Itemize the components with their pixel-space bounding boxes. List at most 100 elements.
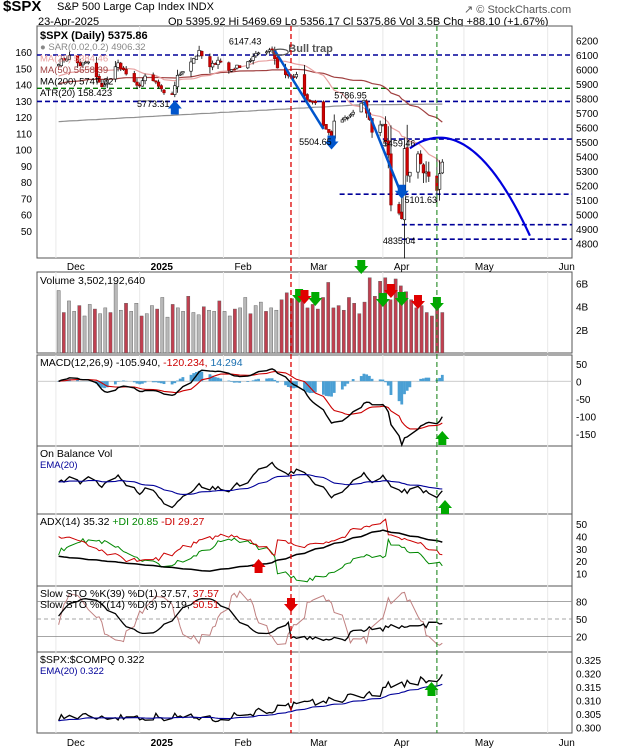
- credit-text: © StockCharts.com: [476, 4, 572, 16]
- macd-histogram-bar: [76, 380, 79, 382]
- stoch-y-tick: 50: [576, 615, 588, 626]
- macd-histogram-bar: [251, 380, 255, 382]
- volume-y-tick: 6B: [576, 280, 589, 291]
- candle-body: [235, 64, 239, 69]
- candle-body: [65, 58, 69, 62]
- macd-histogram-bar: [178, 378, 182, 382]
- volume-signal-arrow: [308, 292, 323, 306]
- chart-ohlc: Op 5395.92 Hi 5469.69 Lo 5356.17 Cl 5375…: [168, 16, 549, 28]
- candle-body: [251, 56, 255, 61]
- candle-body: [75, 55, 80, 64]
- volume-bar: [56, 290, 61, 354]
- left-y-tick: 140: [15, 81, 32, 92]
- volume-bar: [103, 307, 108, 354]
- volume-bar: [373, 296, 377, 354]
- macd-title-hist: 14.294: [208, 357, 243, 369]
- relative-title: $SPX:$COMPQ 0.322: [40, 654, 145, 666]
- adx-title-minus_di: -DI 29.27: [158, 516, 204, 528]
- candle-body: [327, 129, 331, 133]
- macd-histogram-bar: [389, 381, 393, 395]
- x-tick-label-top: Mar: [310, 262, 328, 273]
- volume-bar: [295, 294, 299, 354]
- volume-signal-arrow: [375, 293, 390, 307]
- volume-bar: [217, 300, 222, 354]
- volume-bar: [129, 311, 134, 354]
- volume-bar: [155, 308, 159, 354]
- candle-body: [194, 55, 199, 60]
- stockcharts-credit[interactable]: ↗ © StockCharts.com: [464, 3, 571, 16]
- macd-histogram-bar: [270, 378, 274, 382]
- candle-body: [405, 147, 409, 176]
- volume-bar: [212, 311, 216, 354]
- volume-bar: [326, 282, 331, 354]
- x-tick-label-top: Jun: [559, 262, 575, 273]
- volume-bar: [124, 303, 128, 354]
- candle-body: [248, 60, 253, 62]
- volume-bar: [321, 297, 325, 354]
- obv-ema-line: [58, 474, 443, 495]
- volume-bar: [316, 308, 320, 354]
- candle-body: [143, 75, 147, 82]
- left-y-tick: 110: [16, 129, 32, 140]
- volume-bar: [144, 313, 149, 354]
- candle-body: [402, 148, 407, 221]
- candle-body: [208, 56, 212, 68]
- x-tick-label-bottom: Dec: [67, 738, 85, 749]
- volume-signal-arrow: [383, 284, 398, 298]
- candle-body: [219, 60, 223, 63]
- price-y-tick: 5300: [576, 167, 599, 178]
- volume-bar: [347, 297, 351, 354]
- stoch-slow-line: [58, 598, 443, 642]
- macd-histogram-bar: [303, 381, 306, 391]
- volume-bar: [207, 309, 211, 354]
- volume-bar: [310, 304, 315, 354]
- macd-histogram-bar: [151, 381, 155, 383]
- macd-title-signal: -120.234,: [160, 357, 207, 369]
- candle-body: [232, 68, 236, 71]
- macd-histogram-bar: [200, 371, 204, 382]
- candle-body: [383, 123, 388, 143]
- volume-bar: [243, 297, 248, 354]
- chart-instrument-name: S&P 500 Large Cap Index INDX: [57, 1, 214, 13]
- volume-title: Volume 3,502,192,640: [40, 275, 145, 287]
- volume-bar: [113, 283, 118, 354]
- obv-line: [58, 461, 443, 509]
- volume-bar: [77, 305, 82, 354]
- relative-buy-arrow: [424, 682, 439, 696]
- sma50-line: [58, 68, 443, 123]
- macd-histogram-bar: [322, 381, 325, 395]
- volume-bar: [170, 304, 175, 354]
- price-annotation: 5504.65: [299, 137, 332, 147]
- macd-histogram-bar: [305, 381, 309, 393]
- candle-body: [154, 80, 158, 83]
- relative-y-tick: 0.320: [576, 670, 601, 681]
- candle-body: [159, 85, 163, 90]
- relative-y-tick: 0.300: [576, 724, 601, 735]
- macd-histogram-bar: [97, 381, 101, 386]
- volume-bar: [82, 315, 87, 354]
- candle-body: [400, 211, 404, 219]
- macd-histogram-bar: [181, 377, 185, 382]
- candle-body: [381, 123, 385, 126]
- volume-bar: [393, 278, 398, 354]
- macd-histogram-bar: [254, 379, 258, 382]
- obv-legend: EMA(20): [40, 460, 77, 471]
- volume-signal-arrow: [297, 290, 312, 304]
- price-title: $SPX (Daily) 5375.86: [40, 30, 148, 42]
- candle-body: [343, 117, 347, 120]
- price-annotation: 4835.04: [383, 236, 416, 246]
- macd-histogram-bar: [378, 379, 382, 382]
- volume-bar: [274, 309, 279, 354]
- volume-bar: [196, 314, 201, 354]
- macd-histogram-bar: [340, 381, 344, 390]
- stoch-title-2: Slow STO %K(14) %D(3) 57.19, 50.51: [40, 599, 219, 611]
- stoch-y-tick: 20: [576, 632, 588, 643]
- macd-histogram-bar: [294, 381, 298, 388]
- macd-histogram-bar: [427, 377, 431, 382]
- macd-histogram-bar: [421, 378, 425, 382]
- macd-line: [58, 368, 443, 448]
- candle-body: [97, 76, 101, 83]
- volume-bar: [440, 312, 445, 354]
- candle-body: [81, 62, 85, 66]
